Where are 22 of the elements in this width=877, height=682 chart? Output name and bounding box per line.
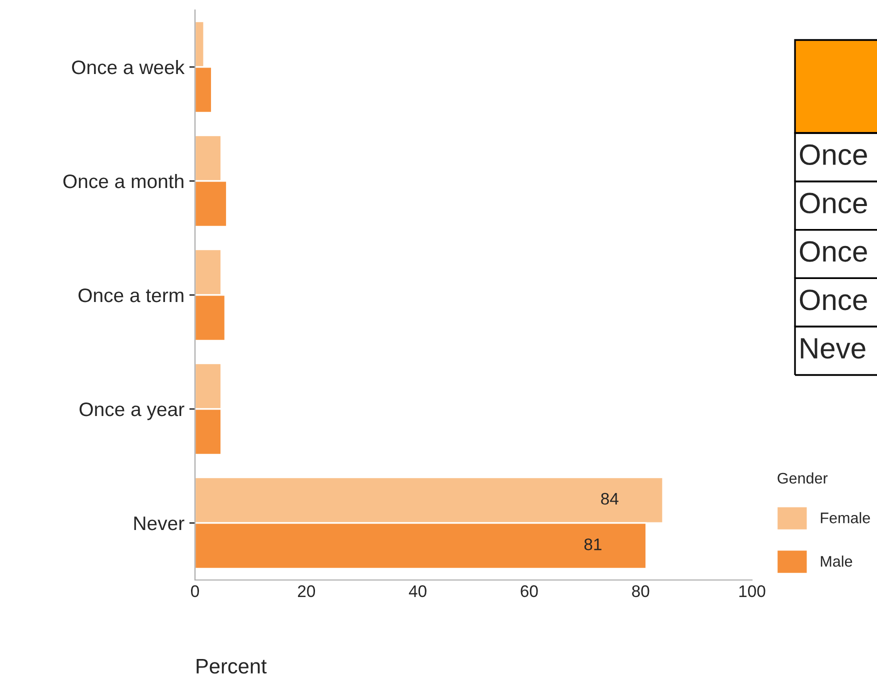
y-tick-label: Once a year xyxy=(80,402,184,420)
text: Once xyxy=(800,192,867,214)
x-axis-title: Percent xyxy=(196,659,267,674)
x-tick-label: 100 xyxy=(739,585,766,598)
text: Once xyxy=(800,144,867,166)
y-tick-label: Once a term xyxy=(78,288,184,302)
text: Neve xyxy=(800,338,866,359)
x-tick-label: 20 xyxy=(298,585,316,598)
y-tick-label: Once a week xyxy=(72,60,185,74)
text: Once xyxy=(800,241,867,262)
x-tick-label: 40 xyxy=(408,585,426,598)
y-tick-label: Once a month xyxy=(63,174,184,188)
legend-label: Male xyxy=(820,556,852,567)
legend-title: Gender xyxy=(778,472,828,484)
text: Once xyxy=(800,290,867,310)
data-label: 84 xyxy=(601,492,618,505)
x-tick-label: 60 xyxy=(520,585,538,598)
x-tick-label: 0 xyxy=(191,585,199,598)
y-tick-label: Never xyxy=(134,516,184,530)
x-tick-label: 80 xyxy=(632,585,650,598)
data-label: 81 xyxy=(584,538,602,550)
legend-label: Female xyxy=(820,512,870,524)
